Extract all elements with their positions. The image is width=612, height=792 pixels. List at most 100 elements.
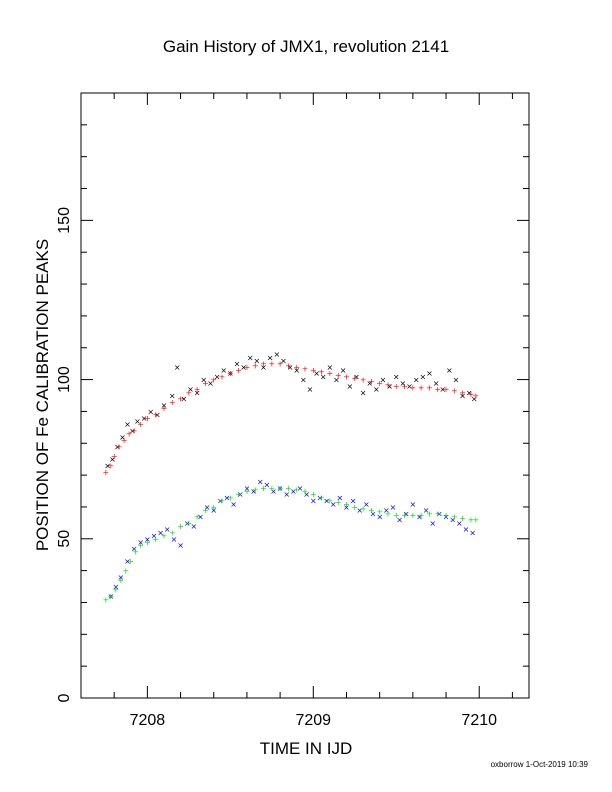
data-point: +	[194, 385, 201, 394]
data-point: ×	[303, 490, 310, 499]
data-point: +	[116, 442, 123, 451]
x-tick-label: 7209	[295, 712, 331, 729]
series-1: +++++++++ +++ ++ ++ + + + + + + + + + + + + + + + + + + + + + + + +…	[103, 360, 480, 477]
data-point: ×	[436, 509, 443, 518]
data-point: ×	[157, 528, 164, 537]
data-point: ×	[151, 532, 158, 541]
data-point: ×	[119, 433, 126, 442]
data-point: ×	[419, 372, 426, 381]
data-point: ×	[410, 500, 417, 509]
data-point: ×	[469, 528, 476, 537]
data-point: +	[194, 513, 201, 522]
data-point: +	[127, 557, 134, 566]
tick-labels: 0 50 100 150 7208 7209 7210	[56, 207, 497, 729]
data-point: ×	[244, 484, 251, 493]
data-point: ×	[207, 379, 214, 388]
data-point: +	[335, 498, 342, 507]
data-point: +	[169, 398, 176, 407]
data-point: ×	[177, 541, 184, 550]
data-point: ×	[280, 356, 287, 365]
data-point: +	[132, 548, 139, 557]
data-point: +	[318, 493, 325, 502]
data-point: +	[426, 384, 433, 393]
data-point: +	[327, 369, 334, 378]
data-point: +	[108, 462, 115, 471]
data-point: +	[210, 503, 217, 512]
data-point: ×	[433, 379, 440, 388]
data-point: ×	[390, 503, 397, 512]
data-point: ×	[350, 497, 357, 506]
data-point: ×	[257, 477, 264, 486]
data-point: ×	[204, 503, 211, 512]
data-point: ×	[336, 493, 343, 502]
data-point: +	[126, 430, 133, 439]
data-point: ×	[317, 493, 324, 502]
data-point: +	[459, 388, 466, 397]
data-point: ×	[363, 500, 370, 509]
data-point: +	[161, 532, 168, 541]
data-point: +	[351, 374, 358, 383]
data-point: ×	[267, 353, 274, 362]
data-point: ×	[400, 379, 407, 388]
data-point: ×	[330, 500, 337, 509]
data-point: ×	[466, 388, 473, 397]
data-point: +	[210, 376, 217, 385]
data-point: ×	[471, 395, 478, 404]
data-point: ×	[327, 363, 334, 372]
data-point: ×	[220, 366, 227, 375]
data-point: ×	[439, 385, 446, 394]
y-tick-label: 0	[56, 693, 73, 702]
data-point: +	[112, 586, 119, 595]
data-point: ×	[247, 353, 254, 362]
data-point: ×	[446, 366, 453, 375]
data-point: +	[177, 395, 184, 404]
series-2: ×××××× × × × ×××× ××× ×× ×××× ×× ×× ×× × ××× × × ××××××…	[108, 477, 476, 601]
data-point: +	[152, 411, 159, 420]
data-point: +	[244, 487, 251, 496]
data-point: +	[393, 382, 400, 391]
data-point: ×	[210, 506, 217, 515]
data-point: ×	[171, 535, 178, 544]
data-point: ×	[154, 411, 161, 420]
data-point: +	[293, 363, 300, 372]
data-point: +	[244, 363, 251, 372]
data-point: ×	[413, 376, 420, 385]
data-point: ×	[224, 493, 231, 502]
data-point: ×	[403, 509, 410, 518]
data-point: ×	[393, 372, 400, 381]
y-axis-label: POSITION OF Fe CALIBRATION PEAKS	[33, 239, 52, 551]
data-point: ×	[406, 382, 413, 391]
y-tick-label: 100	[56, 366, 73, 393]
data-point: ×	[333, 376, 340, 385]
data-point: ×	[376, 513, 383, 522]
data-point: ×	[237, 490, 244, 499]
data-point: +	[186, 388, 193, 397]
data-point: ×	[383, 506, 390, 515]
data-point: ×	[449, 516, 456, 525]
data-point: +	[144, 414, 151, 423]
data-point: ×	[144, 535, 151, 544]
data-point: ×	[109, 455, 116, 464]
series-0: ××××××× ×× ×××××× ×× ××× ×× ×× ××× ××× ×××× ××××××…	[104, 350, 477, 470]
data-point: +	[302, 364, 309, 373]
data-point: ×	[234, 360, 241, 369]
data-point: ×	[360, 388, 367, 397]
data-point: +	[327, 497, 334, 506]
data-point: ×	[124, 420, 131, 429]
data-point: +	[351, 503, 358, 512]
data-point: +	[393, 511, 400, 520]
data-point: ×	[117, 573, 124, 582]
data-point: +	[144, 538, 151, 547]
data-point: +	[468, 516, 475, 525]
data-point: +	[285, 484, 292, 493]
x-axis-label: TIME IN IJD	[260, 739, 353, 758]
data-point: ×	[174, 363, 181, 372]
data-point: +	[401, 382, 408, 391]
data-point: ×	[356, 506, 363, 515]
data-point: +	[335, 371, 342, 380]
data-point: ×	[426, 369, 433, 378]
data-point: +	[235, 490, 242, 499]
data-point: ×	[108, 592, 115, 601]
data-point: +	[410, 511, 417, 520]
data-point: +	[268, 360, 275, 369]
